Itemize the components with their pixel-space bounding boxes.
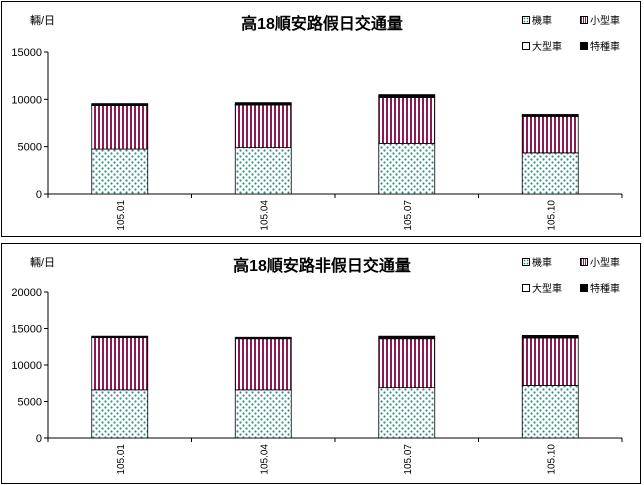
bar-segment-dots-2: [234, 389, 292, 439]
bar-segment-stripes-3: [378, 97, 436, 144]
legend-label: 特種車: [590, 284, 620, 295]
legend-label: 機車: [532, 258, 552, 269]
y-tick-label: 0: [36, 189, 42, 201]
bar-segment-stripes-4: [521, 337, 579, 386]
bar-segment-black-1: [91, 103, 149, 106]
legend-item: 大型車: [522, 38, 562, 53]
legend-label: 特種車: [590, 42, 620, 53]
bar-segment-stripes-1: [91, 337, 149, 391]
y-tick-label: 0: [36, 433, 42, 445]
x-tick-label: 105.07: [403, 444, 414, 475]
bar-segment-dots-1: [91, 389, 149, 439]
x-tick-label: 105.10: [546, 200, 557, 231]
x-tick-label: 105.04: [259, 200, 270, 231]
x-tick-label: 105.01: [116, 444, 127, 475]
bar-segment-stripes-2: [234, 338, 292, 391]
legend-label: 大型車: [532, 284, 562, 295]
legend-item: 大型車: [522, 280, 562, 295]
legend-swatch: [522, 257, 530, 266]
x-tick-label: 105.04: [259, 444, 270, 475]
bar-segment-stripes-3: [378, 338, 436, 389]
chart-panel-weekday: 輛/日 高18順安路非假日交通量 0 5000 10000 15000 20000 105…: [1, 243, 641, 484]
y-tick-label: 15000: [11, 324, 42, 336]
y-tick-label: 5000: [18, 397, 42, 409]
y-axis-unit: 輛/日: [30, 257, 56, 269]
legend-swatch: [580, 283, 588, 292]
legend-item: 特種車: [580, 38, 620, 53]
bar-segment-stripes-2: [234, 104, 292, 149]
legend-swatch: [580, 257, 588, 266]
legend-swatch: [580, 15, 588, 24]
chart-plot: 0 5000 10000 15000 20000 105.01 105.04 105.07 10…: [11, 287, 623, 475]
bar-segment-dots-2: [234, 147, 292, 195]
y-tick-label: 10000: [11, 360, 42, 372]
legend-label: 機車: [532, 16, 552, 27]
chart-plot: 0 5000 10000 15000 105.01 105.04 105.07 105.10: [11, 47, 623, 231]
x-tick-label: 105.01: [116, 200, 127, 231]
legend-swatch: [522, 283, 530, 292]
y-axis-unit: 輛/日: [30, 15, 56, 27]
legend-swatch: [522, 41, 530, 50]
legend-swatch: [522, 15, 530, 24]
legend-item: 機車: [522, 254, 552, 269]
legend-swatch: [580, 41, 588, 50]
bar-segment-dots-4: [521, 385, 579, 439]
x-tick-label: 105.10: [546, 444, 557, 475]
legend-label: 小型車: [590, 258, 620, 269]
bar-segment-black-3: [378, 94, 436, 98]
bar-segment-black-4: [521, 335, 579, 339]
legend-item: 特種車: [580, 280, 620, 295]
bar-segment-dots-3: [378, 142, 436, 195]
chart-title: 高18順安路非假日交通量: [233, 258, 411, 275]
y-tick-label: 10000: [11, 94, 42, 106]
bar-segment-dots-1: [91, 148, 149, 195]
y-tick-label: 20000: [11, 287, 42, 299]
legend-item: 機車: [522, 12, 552, 27]
bar-segment-black-4: [521, 114, 579, 117]
bar-segment-black-2: [234, 336, 292, 339]
axes: 0 5000 10000 15000 20000: [11, 287, 623, 445]
legend-item: 小型車: [580, 12, 620, 27]
legend-item: 小型車: [580, 254, 620, 269]
bar-segment-stripes-4: [521, 115, 579, 154]
bar-segment-dots-4: [521, 152, 579, 195]
legend-label: 小型車: [590, 16, 620, 27]
bar-segment-black-1: [91, 335, 149, 338]
y-tick-label: 5000: [18, 142, 42, 154]
bar-segment-stripes-1: [91, 105, 149, 150]
bar-segment-black-2: [234, 102, 292, 105]
y-tick-label: 15000: [11, 47, 42, 59]
chart-title: 高18順安路假日交通量: [241, 16, 403, 33]
legend-label: 大型車: [532, 42, 562, 53]
chart-panel-holiday: 輛/日 高18順安路假日交通量 0 5000 10000 15000 105.01 105…: [1, 1, 641, 237]
bar-segment-black-3: [378, 335, 436, 339]
bar-segment-dots-3: [378, 387, 436, 439]
x-tick-label: 105.07: [403, 200, 414, 231]
